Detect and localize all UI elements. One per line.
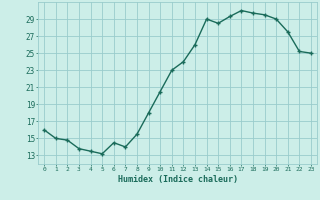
X-axis label: Humidex (Indice chaleur): Humidex (Indice chaleur) xyxy=(118,175,238,184)
